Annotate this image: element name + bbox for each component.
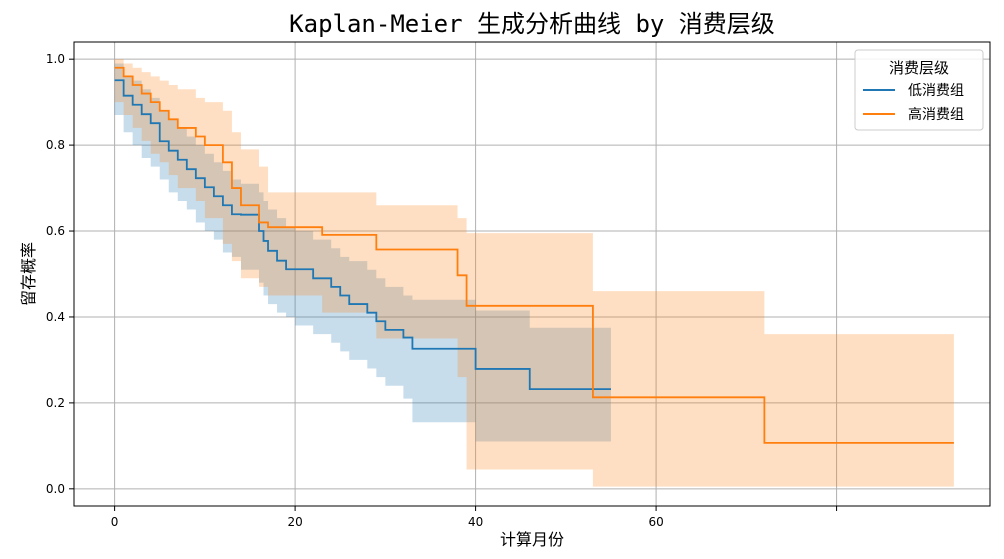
legend-box bbox=[854, 49, 984, 131]
x-tick-label: 60 bbox=[648, 515, 663, 529]
confidence-bands bbox=[114, 59, 954, 487]
survival-line-0 bbox=[114, 79, 611, 391]
ci-band-0 bbox=[114, 63, 611, 442]
legend-label-0: 低消费组 bbox=[908, 83, 964, 99]
y-axis-ticks: 0.0 0.2 0.4 0.6 0.8 1.0 bbox=[46, 52, 74, 496]
x-tick-label: 0 bbox=[111, 515, 119, 529]
x-axis-ticks: 0 20 40 60 bbox=[111, 506, 838, 529]
grid-lines bbox=[74, 42, 990, 506]
survival-line-1 bbox=[114, 66, 954, 444]
y-tick-label: 0.8 bbox=[46, 138, 65, 152]
x-tick-label: 40 bbox=[468, 515, 483, 529]
y-tick-label: 0.0 bbox=[46, 482, 65, 496]
y-tick-label: 1.0 bbox=[46, 52, 65, 66]
y-tick-label: 0.4 bbox=[46, 310, 65, 324]
y-tick-label: 0.6 bbox=[46, 224, 65, 238]
survival-lines bbox=[114, 66, 954, 444]
plot-area bbox=[74, 42, 990, 506]
ci-band-1 bbox=[114, 59, 954, 487]
legend-label-1: 高消费组 bbox=[908, 106, 964, 123]
x-axis-label: 计算月份 bbox=[500, 530, 564, 549]
x-tick-label: 20 bbox=[287, 515, 302, 529]
legend-title: 消费层级 bbox=[889, 59, 949, 77]
chart-title: Kaplan-Meier 生成分析曲线 by 消费层级 bbox=[289, 10, 775, 38]
y-axis-label: 留存概率 bbox=[19, 242, 38, 306]
plot-frame bbox=[73, 41, 991, 507]
y-tick-label: 0.2 bbox=[46, 396, 65, 410]
